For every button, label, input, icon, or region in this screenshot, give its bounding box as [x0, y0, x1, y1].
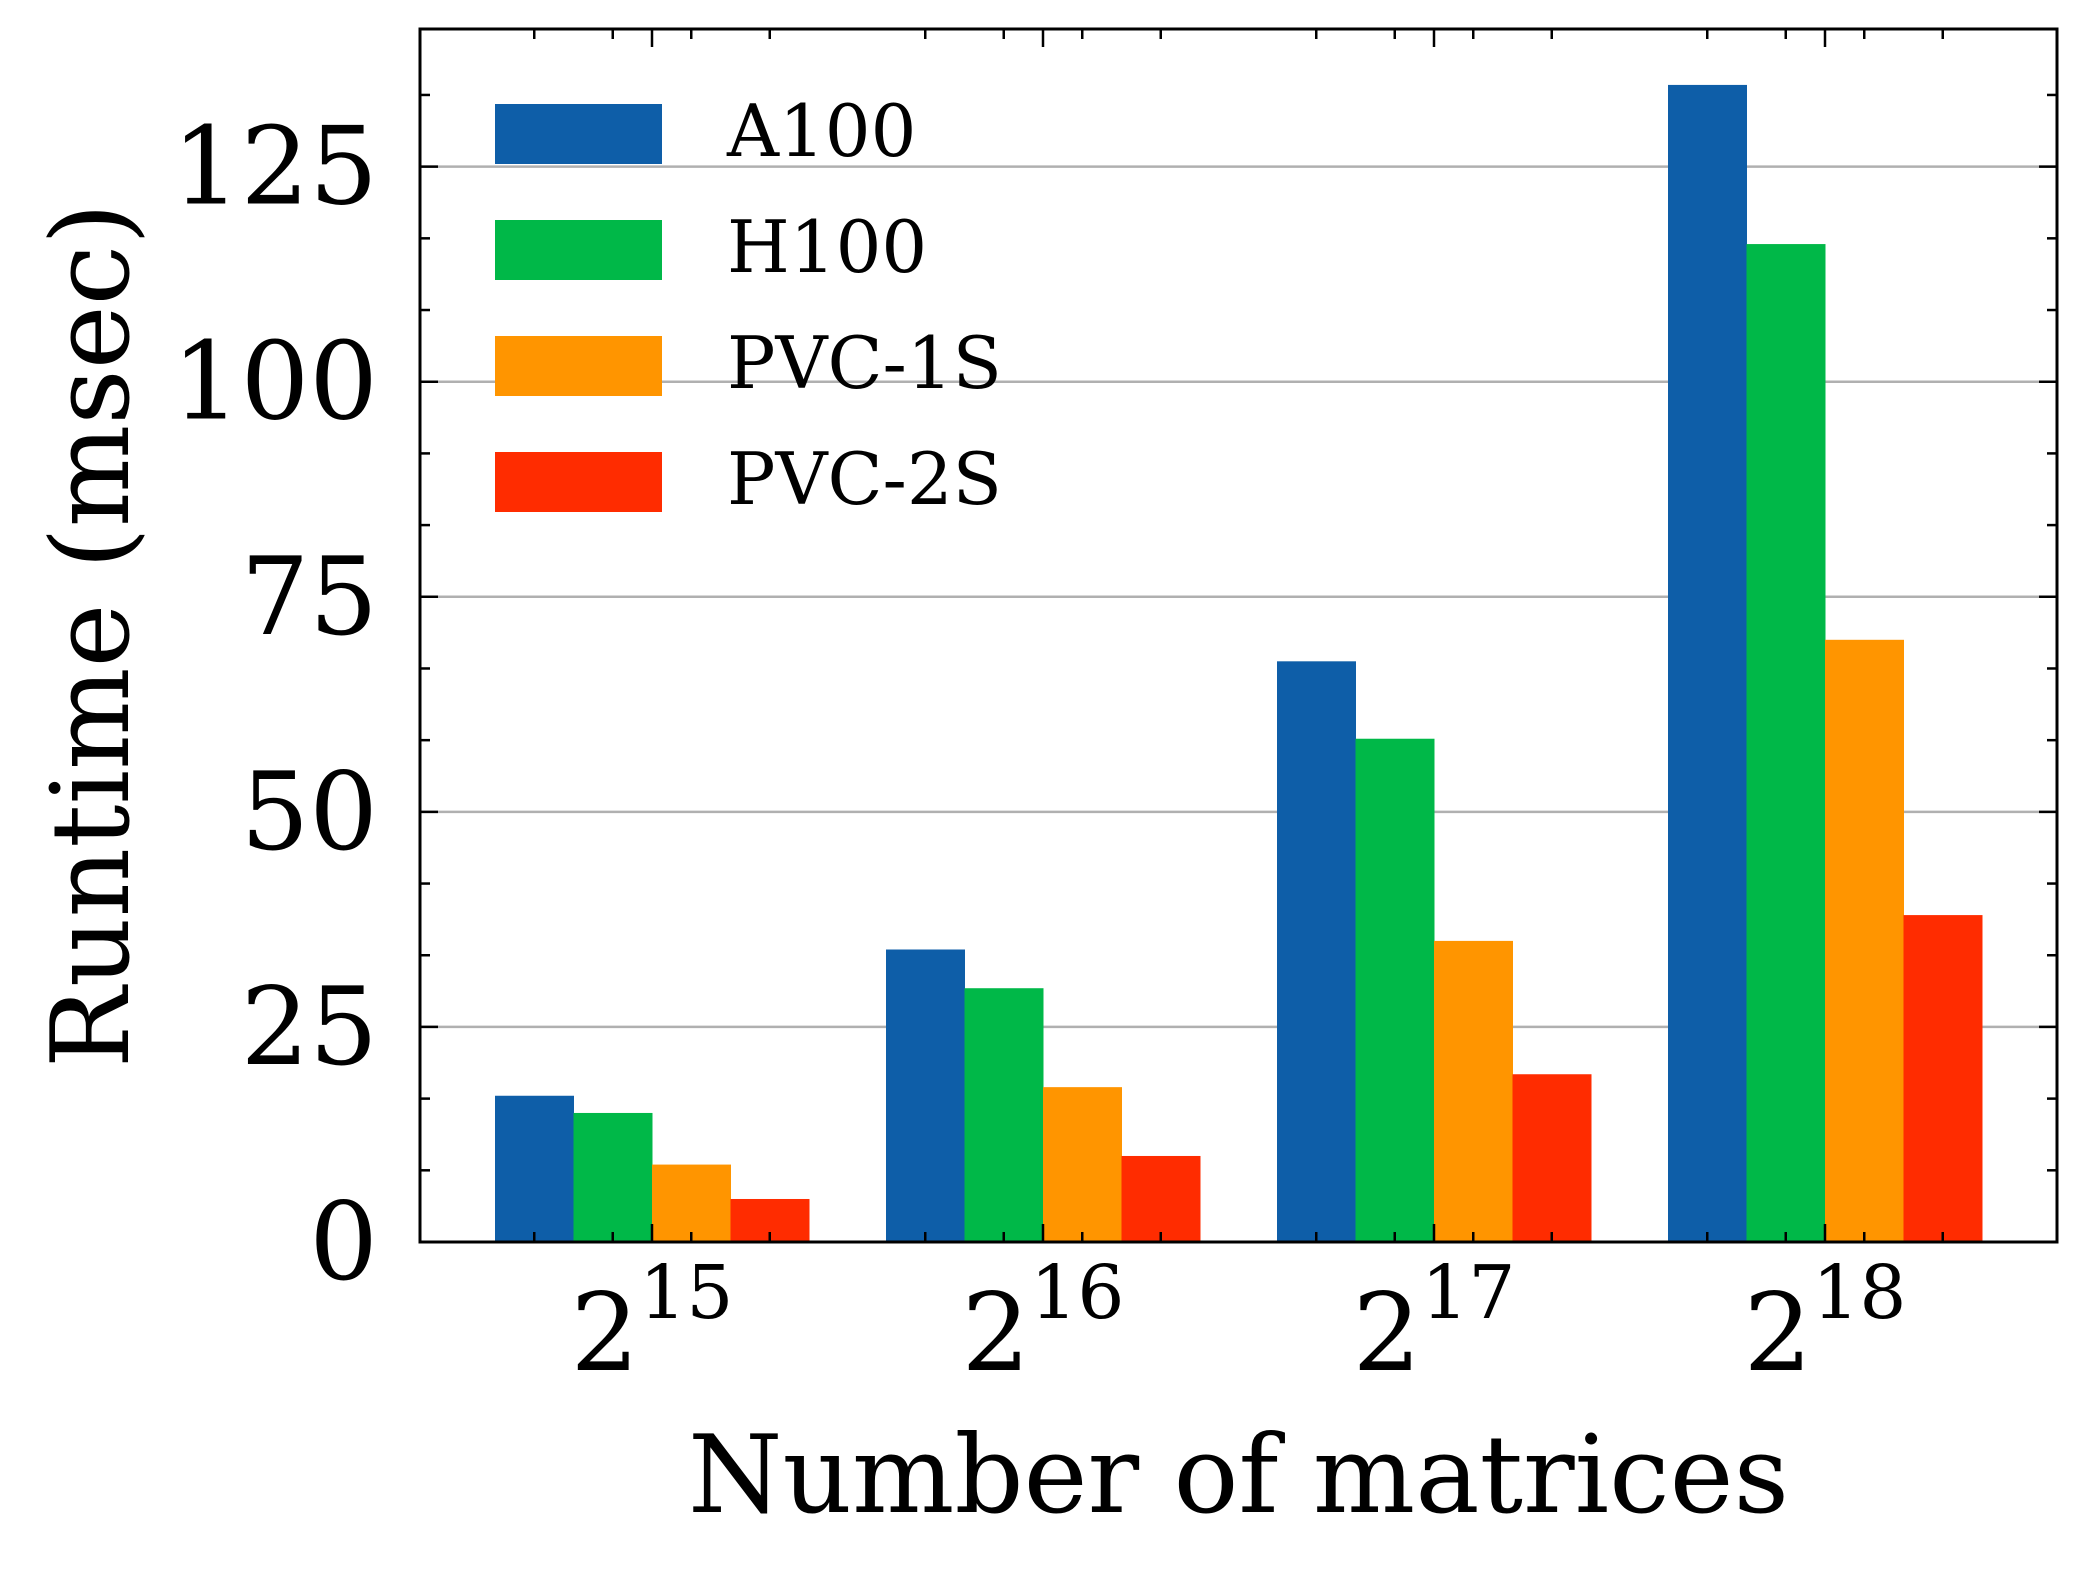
bar-h100-2^17 — [1355, 738, 1435, 1242]
bar-pvc-1s-2^15 — [652, 1164, 731, 1242]
legend-swatch-h100 — [495, 220, 662, 280]
x-tick-label: 217 — [1353, 1250, 1516, 1396]
x-tick-exponent: 18 — [1812, 1250, 1906, 1336]
bar-pvc-2s-2^16 — [1121, 1155, 1201, 1242]
bar-h100-2^15 — [573, 1112, 653, 1242]
x-tick-labels: 215 216 217 218 — [571, 1250, 1907, 1396]
legend-label: PVC-2S — [727, 437, 1002, 521]
legend-label: PVC-1S — [727, 321, 1002, 405]
bar-h100-2^16 — [964, 988, 1044, 1242]
legend-swatch-pvc-2s — [495, 452, 662, 512]
bar-a100-2^18 — [1668, 84, 1747, 1242]
x-tick-base: 2 — [1744, 1271, 1813, 1396]
bar-a100-2^17 — [1277, 661, 1356, 1242]
y-tick-label: 50 — [241, 750, 378, 875]
x-tick-exponent: 16 — [1030, 1250, 1124, 1336]
bar-pvc-2s-2^18 — [1903, 915, 1983, 1242]
y-tick-label: 0 — [309, 1180, 378, 1305]
x-axis-label: Number of matrices — [688, 1413, 1789, 1538]
y-tick-label: 25 — [241, 965, 378, 1090]
legend-swatch-pvc-1s — [495, 336, 662, 396]
y-tick-label: 100 — [172, 320, 378, 445]
plot-frame — [418, 27, 2059, 1244]
bar-h100-2^18 — [1746, 244, 1826, 1242]
x-tick-base: 2 — [1353, 1271, 1422, 1396]
x-tick-exponent: 17 — [1421, 1250, 1515, 1336]
legend-label: H100 — [727, 205, 927, 289]
bar-pvc-1s-2^16 — [1043, 1087, 1122, 1242]
x-tick-base: 2 — [571, 1271, 640, 1396]
bar-pvc-2s-2^17 — [1512, 1074, 1592, 1242]
x-tick-label: 215 — [571, 1250, 734, 1396]
y-tick-labels: 0 25 50 75 100 125 — [172, 105, 378, 1305]
x-tick-base: 2 — [962, 1271, 1031, 1396]
y-axis-label: Runtime (msec) — [29, 203, 154, 1069]
x-tick-exponent: 15 — [639, 1250, 733, 1336]
bar-a100-2^16 — [886, 949, 965, 1242]
legend-swatch-a100 — [495, 104, 662, 164]
legend-label: A100 — [726, 89, 916, 173]
legend: A100 H100 PVC-1S PVC-2S — [495, 89, 1002, 521]
y-tick-label: 75 — [241, 535, 378, 660]
y-tick-label: 125 — [172, 105, 378, 230]
bar-a100-2^15 — [495, 1095, 574, 1242]
bars — [495, 84, 1983, 1242]
bar-pvc-1s-2^18 — [1825, 639, 1904, 1242]
bar-pvc-1s-2^17 — [1434, 940, 1513, 1242]
axis-ticks — [420, 29, 2057, 1244]
x-tick-label: 216 — [962, 1250, 1125, 1396]
x-tick-label: 218 — [1744, 1250, 1907, 1396]
